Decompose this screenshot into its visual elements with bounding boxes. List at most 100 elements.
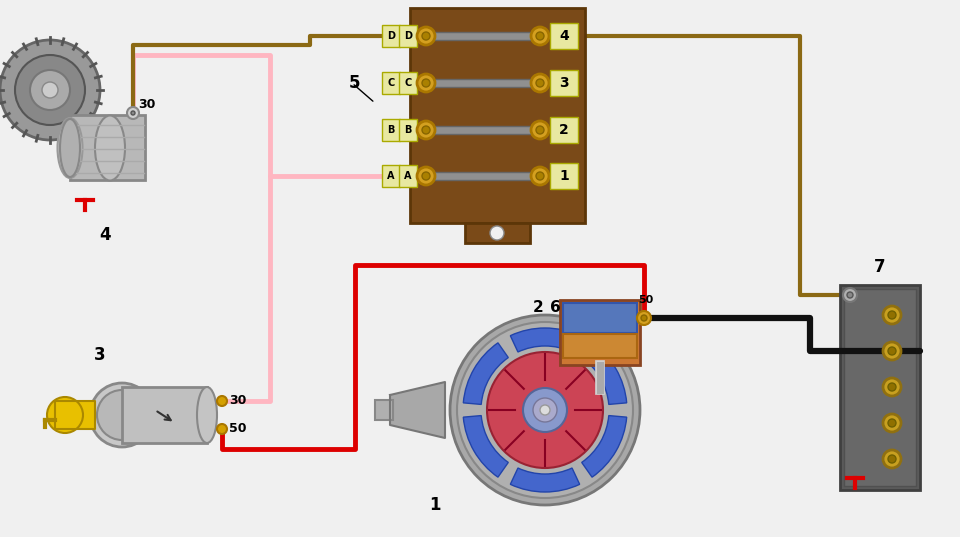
Bar (399, 72, 417, 94)
Circle shape (417, 167, 435, 185)
Circle shape (47, 397, 83, 433)
Circle shape (417, 74, 435, 92)
Text: 4: 4 (99, 226, 110, 244)
Bar (434, 32, 534, 40)
Circle shape (0, 40, 100, 140)
Circle shape (531, 121, 549, 139)
Circle shape (131, 111, 135, 115)
Bar (434, 126, 534, 134)
Circle shape (422, 32, 430, 40)
Bar (434, 79, 534, 87)
Circle shape (883, 342, 901, 360)
Circle shape (847, 292, 853, 298)
Circle shape (888, 311, 896, 319)
Text: C: C (404, 78, 412, 88)
Wedge shape (464, 416, 508, 477)
Circle shape (450, 315, 640, 505)
Circle shape (531, 167, 549, 185)
Bar (382, 165, 400, 187)
Circle shape (422, 126, 430, 134)
Bar (375, 400, 393, 420)
Text: A: A (387, 171, 395, 181)
Circle shape (883, 378, 901, 396)
Circle shape (217, 424, 227, 434)
Circle shape (523, 388, 567, 432)
Text: 5: 5 (349, 74, 361, 92)
Text: 6: 6 (550, 301, 561, 316)
Circle shape (883, 414, 901, 432)
Circle shape (531, 74, 549, 92)
Text: A: A (404, 171, 412, 181)
Bar (122, 387, 207, 443)
Polygon shape (55, 401, 95, 429)
Text: 2: 2 (533, 301, 543, 316)
Bar (563, 334, 637, 358)
Circle shape (536, 126, 544, 134)
Bar (399, 119, 417, 141)
Wedge shape (582, 343, 627, 404)
Circle shape (417, 121, 435, 139)
Ellipse shape (197, 387, 217, 443)
Circle shape (417, 27, 435, 45)
Bar (840, 285, 920, 490)
Circle shape (30, 70, 70, 110)
Circle shape (536, 79, 544, 87)
Ellipse shape (58, 118, 83, 178)
Text: 4: 4 (559, 29, 569, 43)
Bar (844, 289, 916, 486)
Wedge shape (582, 416, 627, 477)
Text: 1: 1 (429, 496, 441, 514)
Circle shape (15, 55, 85, 125)
Bar (399, 165, 417, 187)
Circle shape (883, 306, 901, 324)
Text: D: D (404, 31, 412, 41)
Circle shape (90, 383, 154, 447)
Circle shape (533, 398, 557, 422)
Circle shape (217, 396, 227, 406)
Text: 30: 30 (229, 395, 247, 408)
Circle shape (487, 352, 603, 468)
Bar (382, 119, 400, 141)
Bar (434, 172, 534, 180)
Circle shape (536, 32, 544, 40)
Bar (550, 70, 578, 96)
Bar (410, 8, 585, 223)
Bar (465, 223, 530, 243)
Bar (382, 72, 400, 94)
Circle shape (888, 383, 896, 391)
Bar (70, 115, 145, 180)
Circle shape (490, 226, 504, 240)
Circle shape (888, 455, 896, 463)
Circle shape (641, 315, 647, 321)
Text: 50: 50 (638, 295, 654, 305)
Text: D: D (387, 31, 395, 41)
Bar (563, 303, 637, 333)
Circle shape (888, 419, 896, 427)
Bar (399, 25, 417, 47)
Text: 3: 3 (559, 76, 569, 90)
Circle shape (531, 27, 549, 45)
Circle shape (422, 79, 430, 87)
Wedge shape (464, 343, 508, 404)
Bar (382, 25, 400, 47)
Text: 50: 50 (229, 423, 247, 436)
Circle shape (536, 172, 544, 180)
Circle shape (97, 390, 147, 440)
Circle shape (422, 172, 430, 180)
Circle shape (637, 311, 651, 325)
Circle shape (457, 322, 633, 498)
Bar (560, 300, 640, 365)
Bar (550, 117, 578, 143)
Text: 2: 2 (559, 123, 569, 137)
Circle shape (540, 405, 550, 415)
Text: 7: 7 (875, 258, 886, 276)
Text: C: C (388, 78, 395, 88)
Text: 30: 30 (138, 98, 156, 112)
Circle shape (127, 107, 139, 119)
Text: B: B (387, 125, 395, 135)
Circle shape (883, 450, 901, 468)
Bar (550, 23, 578, 49)
Text: 1: 1 (559, 169, 569, 183)
Circle shape (42, 82, 58, 98)
Text: B: B (404, 125, 412, 135)
